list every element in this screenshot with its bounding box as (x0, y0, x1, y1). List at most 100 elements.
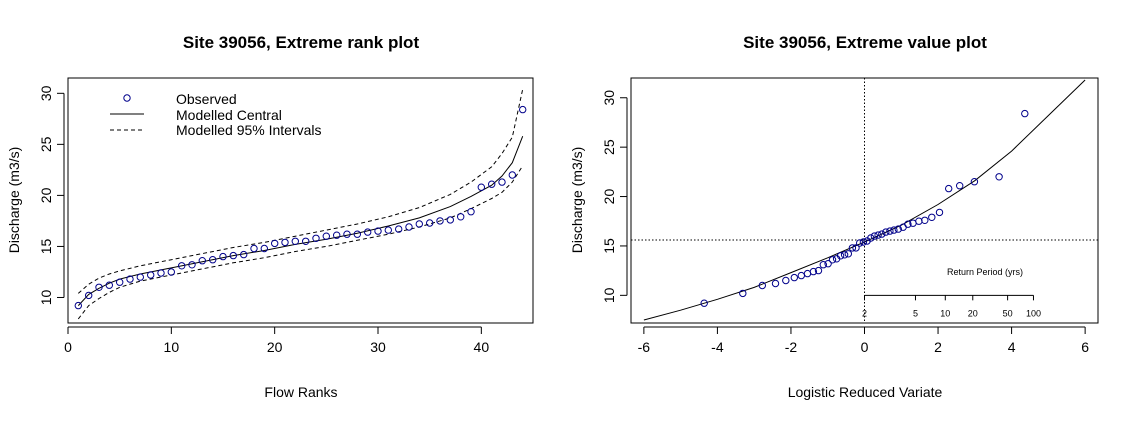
observed-point (85, 291, 93, 300)
value-plot-x-tick-label: 4 (1008, 339, 1016, 355)
observed-point (886, 227, 894, 235)
observed-point (426, 219, 434, 227)
observed-point (157, 269, 165, 277)
rank-plot-title: Site 39056, Extreme rank plot (183, 33, 420, 52)
return-period-tick-label: 2 (862, 308, 867, 318)
observed-point (105, 281, 114, 289)
observed-point (312, 234, 320, 243)
observed-point (291, 237, 299, 246)
observed-point (867, 234, 875, 242)
observed-point (995, 173, 1003, 181)
rank-plot-frame (67, 77, 534, 324)
observed-point (147, 271, 155, 279)
value-plot-x-tick-label: 2 (934, 339, 942, 355)
observed-point (178, 262, 186, 270)
observed-point (814, 266, 823, 275)
value-plot-x-ticks: -6 -4 -2 0 2 4 6 (638, 326, 1089, 355)
observed-point (198, 257, 207, 265)
observed-point (790, 273, 798, 282)
rank-plot-y-tick-label: 15 (38, 238, 54, 254)
value-plot-y-tick-label: 30 (601, 90, 617, 106)
observed-point (240, 250, 248, 259)
observed-point (970, 178, 979, 186)
observed-point (848, 244, 857, 252)
fitted-curve (643, 79, 1086, 321)
observed-point (882, 228, 890, 236)
value-plot-reference-lines (631, 78, 1098, 323)
observed-point (809, 267, 818, 276)
observed-point (457, 213, 465, 221)
value-plot-x-tick-label: -6 (638, 339, 651, 355)
legend-observed-label: Observed (176, 91, 237, 107)
return-period-tick-label: 20 (968, 308, 978, 318)
return-period-axis: Return Period (yrs) 2 5 10 20 50 100 (862, 267, 1041, 318)
value-plot-fitted-line (643, 79, 1086, 321)
observed-point (333, 231, 341, 239)
value-plot-title: Site 39056, Extreme value plot (743, 33, 987, 52)
observed-point (915, 217, 923, 225)
rank-plot-observed-points (74, 105, 527, 310)
value-plot-x-tick-label: -2 (785, 339, 798, 355)
upper-95-interval-line (77, 89, 524, 294)
observed-point (819, 261, 827, 269)
rank-plot-legend: Observed Modelled Central Modelled 95% I… (110, 91, 322, 138)
value-plot-x-tick-label: 6 (1081, 339, 1089, 355)
legend-central-label: Modelled Central (176, 107, 282, 123)
observed-point (260, 244, 268, 253)
observed-point (488, 180, 496, 188)
rank-plot-y-tick-label: 10 (38, 289, 54, 305)
value-plot-x-tick-label: 0 (861, 339, 869, 355)
value-plot-observed-points (700, 109, 1029, 307)
return-period-tick-label: 10 (940, 308, 950, 318)
rank-plot-x-tick-label: 40 (474, 339, 490, 355)
observed-point (508, 171, 516, 179)
observed-point (840, 251, 849, 259)
observed-point (874, 231, 882, 239)
rank-plot-y-tick-label: 30 (38, 85, 54, 101)
value-plot-y-tick-label: 10 (601, 287, 617, 303)
observed-point (928, 213, 936, 222)
return-period-label: Return Period (yrs) (947, 267, 1023, 277)
rank-plot-panel: Site 39056, Extreme rank plot Flow Ranks… (6, 33, 534, 400)
observed-point (167, 268, 176, 276)
value-plot-y-tick-label: 15 (601, 238, 617, 254)
legend-interval-label: Modelled 95% Intervals (176, 122, 322, 138)
observed-point (136, 273, 145, 281)
observed-point (824, 260, 832, 268)
observed-point (302, 237, 310, 246)
observed-point (364, 228, 372, 236)
observed-point (322, 232, 330, 240)
observed-point (74, 301, 83, 310)
observed-point (405, 223, 413, 231)
value-plot-x-axis-label: Logistic Reduced Variate (788, 384, 943, 400)
observed-point (281, 238, 289, 247)
rank-plot-x-ticks: 0 10 20 30 40 (64, 326, 490, 355)
rank-plot-x-axis-label: Flow Ranks (264, 384, 337, 400)
rank-plot-y-tick-label: 25 (38, 136, 54, 152)
observed-point (828, 256, 837, 264)
observed-point (945, 184, 953, 193)
rank-plot-x-tick-label: 0 (64, 339, 72, 355)
rank-plot-y-axis-label: Discharge (m3/s) (6, 147, 22, 254)
observed-point (209, 256, 217, 264)
observed-point (836, 252, 845, 260)
rank-plot-y-tick-label: 20 (38, 187, 54, 203)
observed-point (250, 244, 258, 253)
observed-point (782, 276, 790, 285)
observed-point (519, 105, 527, 114)
value-plot-y-tick-label: 20 (601, 189, 617, 205)
observed-point (870, 232, 879, 240)
rank-plot-x-tick-label: 10 (164, 339, 180, 355)
observed-point (856, 239, 864, 247)
value-plot-x-tick-label: -4 (711, 339, 724, 355)
observed-point (904, 220, 912, 228)
observed-point (935, 208, 944, 217)
observed-point (739, 289, 747, 298)
observed-point (343, 230, 351, 238)
observed-point (844, 250, 852, 258)
return-period-tick-label: 100 (1026, 308, 1041, 318)
observed-point (700, 299, 708, 307)
observed-point (446, 216, 454, 224)
observed-point (498, 178, 506, 186)
